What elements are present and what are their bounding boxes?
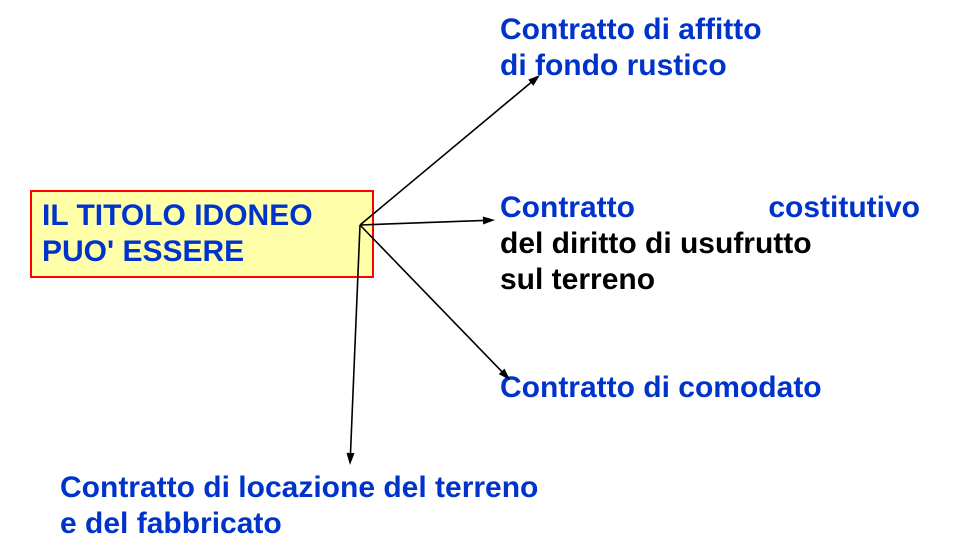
target-affitto-line2: di fondo rustico: [500, 48, 930, 84]
target-usufrutto-line1: Contratto costitutivo: [500, 190, 920, 226]
center-box: IL TITOLO IDONEO PUO' ESSERE: [30, 190, 374, 278]
target-locazione-line1: Contratto di locazione del terreno: [60, 470, 660, 506]
center-box-line1: IL TITOLO IDONEO: [42, 198, 362, 234]
target-usufrutto-line3: sul terreno: [500, 262, 940, 298]
target-comodato: Contratto di comodato: [500, 370, 930, 406]
center-box-line2: PUO' ESSERE: [42, 234, 362, 270]
target-affitto-line1: Contratto di affitto: [500, 12, 930, 48]
target-usufrutto-line2: del diritto di usufrutto: [500, 226, 940, 262]
target-usufrutto: Contratto costitutivo del diritto di usu…: [500, 190, 940, 298]
target-usufrutto-line1a: Contratto: [500, 190, 635, 226]
target-locazione: Contratto di locazione del terreno e del…: [60, 470, 660, 542]
target-affitto: Contratto di affitto di fondo rustico: [500, 12, 930, 84]
target-locazione-line2: e del fabbricato: [60, 506, 660, 542]
target-usufrutto-line1b: costitutivo: [768, 190, 920, 226]
target-comodato-line1: Contratto di comodato: [500, 370, 930, 406]
